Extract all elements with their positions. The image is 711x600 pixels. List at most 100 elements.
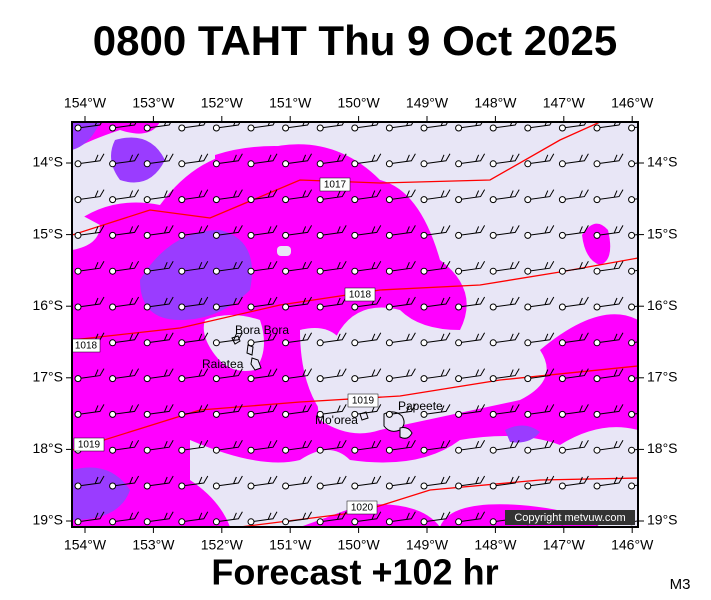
station — [524, 303, 532, 311]
barb — [423, 189, 451, 201]
barb — [181, 296, 209, 308]
barb — [216, 225, 243, 236]
station — [247, 231, 255, 239]
isobar-label: 1019 — [78, 440, 101, 451]
heavy-rain — [72, 467, 130, 520]
barb — [458, 225, 486, 236]
station — [351, 518, 359, 526]
barb — [493, 332, 520, 344]
barb — [596, 404, 624, 415]
station — [593, 231, 601, 239]
barb — [181, 511, 209, 523]
barb — [250, 153, 278, 165]
station — [489, 482, 497, 490]
station — [489, 518, 497, 526]
barb — [112, 225, 140, 236]
station — [524, 446, 532, 454]
station — [385, 231, 393, 239]
barb — [562, 189, 589, 201]
station — [628, 446, 636, 454]
station — [558, 267, 566, 275]
barb — [354, 189, 382, 201]
barb — [216, 368, 243, 380]
barb — [527, 439, 555, 451]
station — [212, 339, 220, 347]
barb — [181, 368, 209, 380]
barb — [423, 475, 451, 487]
station — [316, 303, 324, 311]
barb — [423, 260, 451, 272]
lon-label: 148°W — [474, 95, 517, 111]
station — [212, 303, 220, 311]
station — [282, 482, 290, 490]
station — [74, 410, 82, 418]
barb — [147, 153, 174, 165]
station — [247, 267, 255, 275]
station — [489, 231, 497, 239]
barb — [112, 296, 140, 308]
barb — [596, 296, 624, 308]
barb — [562, 153, 589, 165]
station — [351, 410, 359, 418]
barb — [458, 404, 486, 415]
station — [489, 267, 497, 275]
barb — [354, 260, 382, 272]
station — [143, 339, 151, 347]
station — [316, 482, 324, 490]
rain-area — [582, 223, 611, 265]
barb — [320, 332, 347, 344]
barb — [250, 260, 278, 272]
station — [74, 196, 82, 204]
barb — [423, 404, 451, 415]
station — [316, 446, 324, 454]
barb — [458, 189, 486, 201]
barb — [285, 475, 313, 487]
islands — [231, 335, 413, 439]
isobar-label: 1017 — [324, 180, 347, 191]
barb — [112, 404, 140, 415]
station — [109, 375, 117, 383]
station — [178, 339, 186, 347]
lon-label: 154°W — [64, 537, 107, 553]
barb — [458, 511, 486, 523]
station — [385, 482, 393, 490]
station — [558, 482, 566, 490]
barb — [285, 332, 313, 344]
station — [282, 231, 290, 239]
lat-label: 15°S — [32, 225, 63, 241]
station — [143, 410, 151, 418]
barb — [320, 511, 347, 523]
barb — [320, 404, 347, 415]
station — [455, 446, 463, 454]
barb — [493, 153, 520, 165]
station — [455, 160, 463, 168]
station — [420, 339, 428, 347]
station — [178, 231, 186, 239]
station — [524, 160, 532, 168]
barb — [285, 511, 313, 523]
wind-barbs — [74, 122, 638, 526]
barb — [562, 296, 589, 308]
barb — [389, 368, 416, 380]
station — [628, 124, 636, 132]
station — [212, 518, 220, 526]
lon-label: 154°W — [64, 95, 107, 111]
lon-label: 153°W — [132, 95, 175, 111]
barb — [112, 153, 140, 165]
barb — [389, 189, 416, 201]
lat-label: 18°S — [647, 440, 678, 456]
station — [74, 267, 82, 275]
station — [74, 160, 82, 168]
station — [143, 160, 151, 168]
station — [247, 196, 255, 204]
barb — [216, 189, 243, 201]
station — [212, 124, 220, 132]
station — [455, 124, 463, 132]
station — [420, 124, 428, 132]
station — [74, 124, 82, 132]
barb — [216, 511, 243, 523]
barb — [112, 260, 140, 272]
station — [420, 231, 428, 239]
barb — [250, 368, 278, 380]
barb — [181, 153, 209, 165]
